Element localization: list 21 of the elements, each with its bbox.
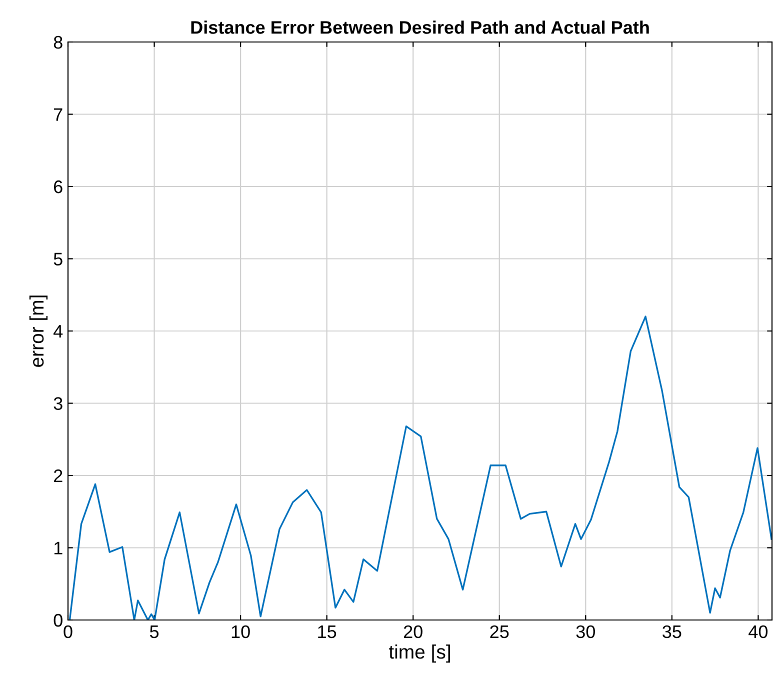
- x-axis-title: time [s]: [388, 644, 450, 663]
- x-tick-label: 15: [318, 626, 336, 638]
- x-tick-label: 10: [232, 625, 250, 638]
- x-tick-label: 25: [490, 625, 509, 638]
- chart-title: Distance Error Between Desired Path and Actual Path: [191, 20, 649, 34]
- y-tick-label: 6: [54, 180, 62, 194]
- y-tick-label: 0: [54, 614, 62, 627]
- x-tick-label: 40: [748, 625, 768, 638]
- x-tick-label: 30: [576, 625, 595, 638]
- x-tick-label: 35: [662, 625, 682, 638]
- x-tick-label: 5: [150, 626, 159, 638]
- y-tick-label: 5: [54, 252, 62, 266]
- x-tick-label: 20: [404, 625, 422, 638]
- y-tick-label: 4: [54, 325, 63, 338]
- y-tick-label: 7: [54, 108, 62, 121]
- y-tick-label: 8: [54, 36, 62, 49]
- y-tick-label: 2: [54, 469, 62, 482]
- y-tick-label: 3: [54, 397, 62, 410]
- x-tick-label: 0: [64, 625, 72, 638]
- y-axis-title: error [m]: [29, 296, 48, 367]
- y-tick-label: 1: [54, 542, 62, 554]
